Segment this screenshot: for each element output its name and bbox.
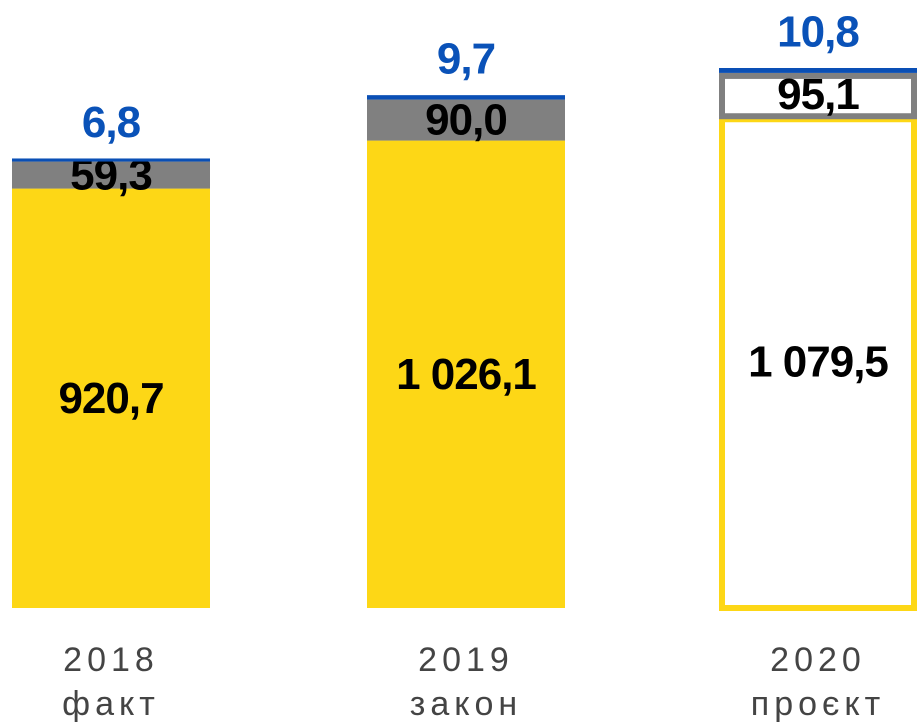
value-label: 1 026,1 [396, 350, 536, 399]
bar-segment [367, 95, 565, 100]
value-label: 59,3 [70, 151, 152, 200]
value-label: 920,7 [58, 374, 163, 423]
value-label: 1 079,5 [748, 338, 888, 387]
bar-segment [367, 99, 565, 141]
value-label: 10,8 [777, 8, 859, 57]
bar-segment [719, 68, 917, 73]
x-tick-label: 2019 закон [409, 641, 523, 723]
bar-segment [719, 72, 917, 120]
value-label: 95,1 [777, 70, 859, 119]
value-label: 9,7 [437, 35, 495, 84]
x-tick-label: 2020 проєкт [750, 641, 886, 723]
value-label: 90,0 [425, 96, 507, 145]
bar-segment [12, 188, 210, 608]
bar-segment [719, 116, 917, 611]
x-tick-label: 2018 факт [62, 641, 160, 723]
bar-segment [12, 161, 210, 189]
value-label: 6,8 [82, 98, 141, 147]
bar-segment [367, 140, 565, 608]
bar-segment [12, 158, 210, 162]
